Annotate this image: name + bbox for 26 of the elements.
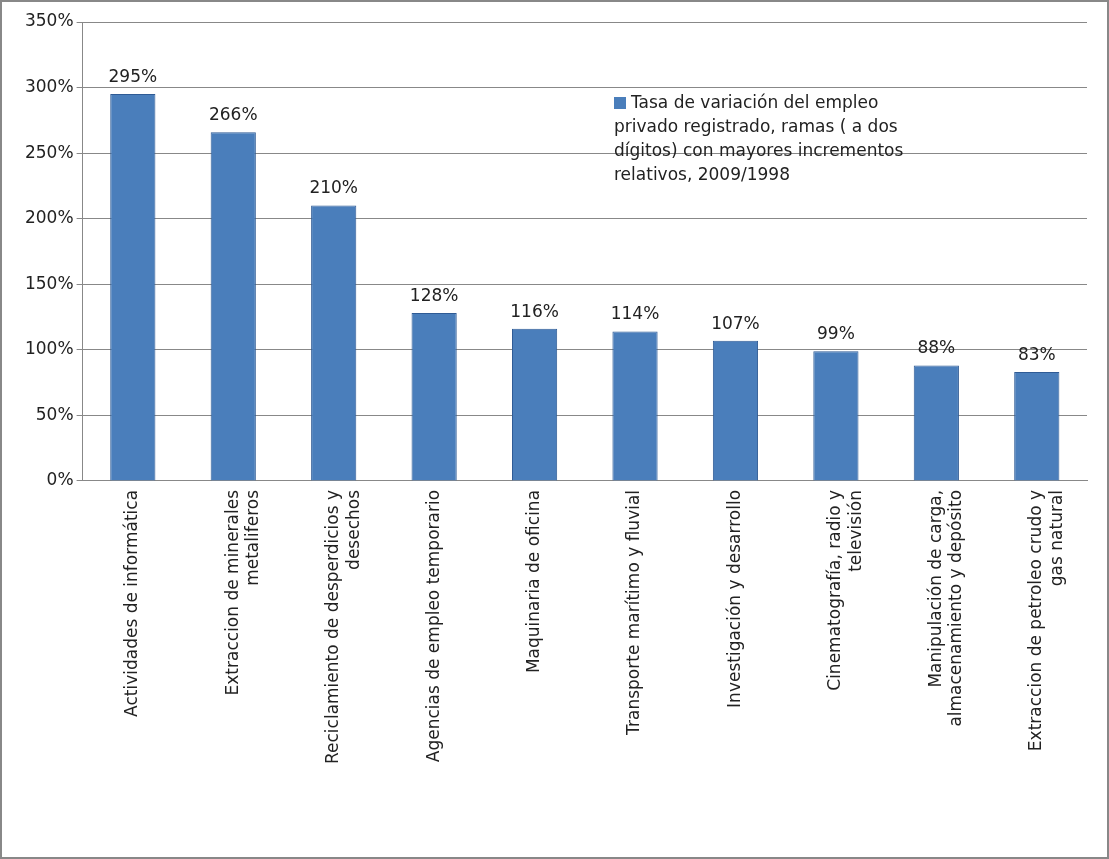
x-tick-label: Agencias de empleo temporario (422, 489, 443, 763)
y-tick-label: 300% (24, 75, 74, 96)
data-label: 114% (610, 303, 660, 324)
data-label: 88% (917, 337, 956, 358)
y-tick-label: 350% (24, 10, 74, 31)
y-tick-label: 100% (24, 338, 74, 359)
x-tick-label: Actividades de informática (121, 489, 142, 717)
data-label: 107% (711, 312, 760, 333)
x-tick-label: Transporte marítimo y fluvial (623, 489, 644, 736)
x-tick-label: Extraccion de minerales metaliferos (221, 489, 263, 696)
y-tick-label: 200% (24, 207, 74, 228)
data-label: 266% (208, 104, 258, 125)
y-tick-label: 250% (24, 141, 74, 162)
data-label: 128% (409, 285, 459, 306)
data-label: 83% (1017, 344, 1056, 365)
x-tick-label: Maquinaria de oficina (523, 489, 543, 674)
y-tick-label: 0% (46, 469, 74, 490)
y-tick-label: 50% (35, 403, 74, 424)
data-label: 99% (817, 323, 855, 344)
y-tick-label: 150% (24, 272, 74, 293)
data-label: 116% (510, 300, 559, 321)
x-tick-label: Investigación y desarrollo (723, 489, 744, 708)
legend-label: Tasa de variación del empleo privado registrado, ramas ( a dos dígitos) con mayores incrementos relativos, 2009/1998 (614, 91, 905, 186)
data-label: 295% (108, 66, 158, 87)
data-label: 210% (309, 177, 359, 198)
x-tick-label: Cinematografía, radio y televisión (824, 489, 865, 691)
